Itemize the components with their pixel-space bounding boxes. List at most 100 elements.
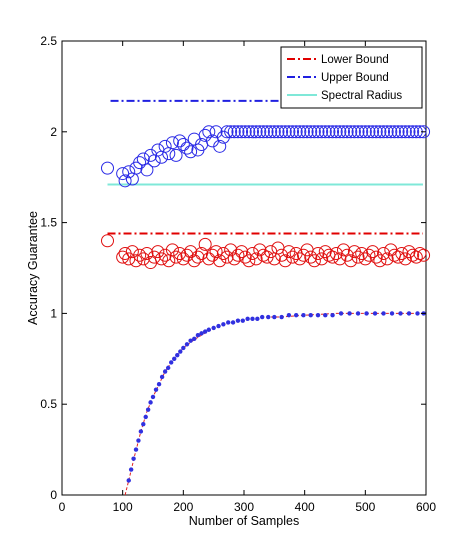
blue-circle-point [169, 148, 183, 162]
growth-dot [260, 314, 265, 320]
growth-dot [364, 311, 369, 316]
growth-dot [216, 323, 221, 329]
blue-circle-point [362, 125, 376, 139]
blue-circle-point [340, 125, 354, 139]
growth-dot [355, 311, 361, 316]
x-tick-label: 500 [355, 500, 375, 514]
blue-circle-point [140, 163, 154, 177]
blue-circle-point [380, 125, 394, 139]
growth-dot [159, 374, 165, 380]
red-circle-point [326, 250, 340, 264]
blue-circle-point [322, 125, 336, 139]
red-circle-point [151, 245, 165, 259]
blue-circle-point [256, 125, 270, 139]
blue-circle-point [227, 125, 241, 139]
blue-circle-point [158, 139, 172, 153]
blue-circle-point [242, 125, 256, 139]
y-tick-label: 0.5 [40, 397, 57, 411]
blue-circle-point [387, 125, 401, 139]
blue-circle-point [358, 125, 372, 139]
red-circle-point [191, 250, 205, 264]
blue-circle-point [369, 125, 383, 139]
blue-circle-point [315, 125, 329, 139]
y-axis-label: Accuracy Guarantee [26, 211, 40, 325]
growth-dot [138, 429, 144, 434]
red-circle-point [315, 252, 329, 266]
blue-circle-point [245, 125, 259, 139]
legend-label: Upper Bound [321, 72, 389, 84]
blue-circle-point [238, 125, 252, 139]
blue-circle-point [176, 138, 190, 152]
red-circle-point [213, 254, 227, 268]
growth-dot [250, 316, 255, 322]
legend-label: Lower Bound [321, 54, 389, 66]
growth-dot [372, 311, 378, 316]
red-circle-point [101, 234, 114, 248]
blue-circle-point [249, 125, 263, 139]
blue-circle-point [307, 125, 321, 139]
blue-circle-point [329, 125, 343, 139]
growth-dot [156, 382, 162, 387]
growth-dot [301, 313, 306, 318]
red-circle-point [373, 254, 387, 268]
x-tick-label: 200 [173, 500, 193, 514]
growth-dot [143, 414, 148, 420]
growth-dot [286, 313, 292, 318]
red-circle-point [307, 254, 321, 268]
red-circle-point [362, 248, 376, 262]
growth-dot [153, 387, 159, 392]
blue-circle-point [293, 125, 307, 139]
growth-dot [226, 320, 231, 325]
blue-circle-point [398, 125, 412, 139]
blue-circle-point [165, 136, 179, 150]
blue-circle-point [275, 125, 289, 139]
growth-dot [195, 332, 201, 338]
red-circle-point [333, 252, 347, 266]
blue-circle-point [122, 165, 136, 179]
blue-circle-point [289, 125, 303, 139]
red-circle-point [409, 250, 423, 264]
blue-circle-point [304, 125, 318, 139]
growth-dot [415, 311, 420, 316]
red-circle-point [293, 252, 307, 266]
red-circle-point [176, 252, 190, 266]
blue-circle-point [220, 125, 234, 139]
legend-box [280, 46, 423, 109]
growth-dot [347, 311, 352, 316]
growth-dot [272, 314, 277, 320]
growth-dot [381, 311, 386, 316]
legend: Lower Bound Upper Bound Spectral Radius [280, 46, 423, 109]
growth-dot [131, 456, 136, 461]
x-tick-label: 0 [59, 500, 66, 514]
red-circle-point [227, 252, 241, 266]
blue-circle-point [351, 125, 365, 139]
blue-circle-point [267, 125, 281, 139]
growth-dot [202, 329, 208, 334]
red-circle-point [278, 254, 292, 268]
growth-dot [398, 311, 403, 316]
blue-circle-point [180, 141, 194, 155]
blue-circle-point [318, 125, 332, 139]
blue-circle-point [366, 125, 380, 139]
blue-circle-point [101, 161, 114, 175]
growth-dot [245, 316, 250, 322]
blue-circle-point [395, 125, 409, 139]
blue-circle-point [355, 125, 369, 139]
growth-dot [126, 478, 131, 483]
growth-dot [240, 318, 245, 323]
growth-dot [406, 311, 412, 316]
growth-dot [162, 369, 168, 374]
x-axis-label: Number of Samples [189, 514, 299, 528]
red-circle-point [417, 248, 431, 262]
red-circle-point [202, 252, 216, 266]
blue-circle-point [344, 125, 358, 139]
blue-circle-point [384, 125, 398, 139]
blue-circle-point [213, 139, 227, 153]
growth-dot [128, 467, 134, 472]
red-circle-point [249, 252, 263, 266]
red-circle-point [125, 245, 139, 259]
growth-dot [211, 325, 216, 331]
blue-circle-point [373, 125, 387, 139]
red-circle-point [344, 254, 358, 268]
